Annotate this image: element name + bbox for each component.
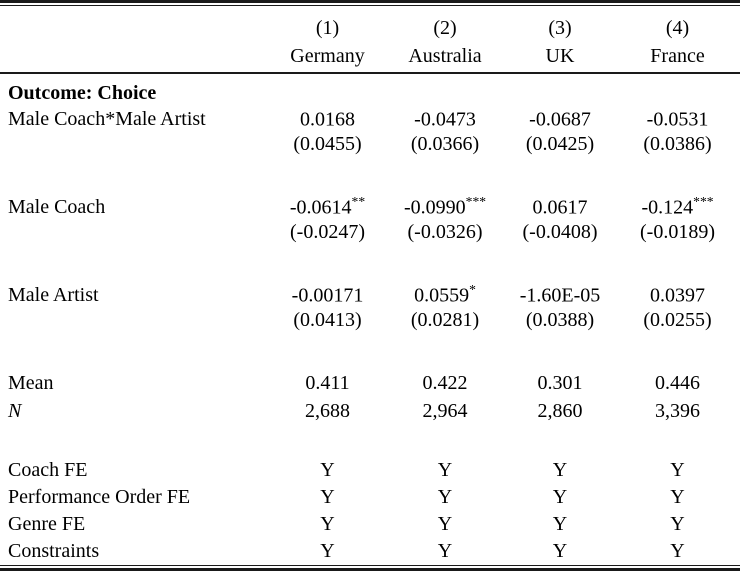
std-error-cell: (0.0366): [410, 133, 480, 155]
spacer-row: [0, 161, 740, 193]
statistic-cell: 2,688: [305, 399, 350, 422]
estimate-cell: -0.0531: [646, 108, 709, 131]
std-error-cell: (0.0255): [643, 309, 712, 331]
statistic-row: N 2,688 2,964 2,860 3,396: [0, 397, 740, 425]
estimate-cell: -0.124***: [641, 193, 714, 219]
header-countries-row: Germany Australia UK France: [0, 40, 740, 74]
std-error-cell: (0.0388): [525, 309, 595, 331]
row-label: Mean: [8, 371, 54, 394]
fixed-effect-row: Genre FE Y Y Y Y: [0, 511, 740, 538]
std-error-row: (0.0455) (0.0366) (0.0425) (0.0386): [0, 133, 740, 161]
fe-cell: Y: [552, 486, 568, 508]
header-numbers-row: (1) (2) (3) (4): [0, 6, 740, 40]
std-error-cell: (-0.0247): [290, 221, 365, 243]
fe-cell: Y: [320, 459, 335, 481]
std-error-cell: (0.0386): [643, 133, 712, 155]
header-empty-cell: [0, 6, 270, 40]
results-table: (1) (2) (3) (4) Germany Australia UK Fra…: [0, 6, 740, 565]
estimate-cell: 0.0168: [300, 108, 355, 131]
std-error-cell: (0.0455): [293, 133, 362, 155]
std-error-cell: (-0.0189): [640, 221, 715, 243]
section-title-row: Outcome: Choice: [0, 73, 740, 105]
column-number: (3): [548, 17, 572, 39]
section-title: Outcome: Choice: [8, 82, 157, 104]
bottom-rule: [0, 565, 740, 571]
row-label: Male Coach: [8, 195, 106, 218]
fe-cell: Y: [670, 513, 685, 535]
fixed-effect-row: Constraints Y Y Y Y: [0, 538, 740, 565]
std-error-cell: (0.0425): [525, 133, 595, 155]
header-empty-cell: [0, 40, 270, 74]
significance-stars: ***: [693, 193, 714, 209]
estimate-cell: 0.0397: [650, 284, 705, 307]
estimate-cell: 0.0617: [532, 196, 588, 219]
statistic-cell: 0.301: [537, 371, 583, 394]
significance-stars: *: [469, 281, 476, 297]
estimate-cell: -0.0990***: [403, 193, 487, 219]
significance-stars: ***: [465, 193, 487, 209]
row-label: Coach FE: [8, 459, 88, 481]
estimate-cell: -0.00171: [291, 284, 364, 307]
statistic-cell: 2,860: [537, 399, 583, 422]
std-error-row: (-0.0247) (-0.0326) (-0.0408) (-0.0189): [0, 221, 740, 249]
column-number: (1): [315, 17, 340, 39]
row-label: N: [8, 399, 22, 422]
estimate-cell: -0.0473: [414, 108, 476, 131]
std-error-cell: (-0.0408): [522, 221, 598, 243]
fe-cell: Y: [437, 486, 453, 508]
row-label: Constraints: [8, 540, 100, 562]
row-label: Performance Order FE: [8, 486, 191, 508]
fe-cell: Y: [437, 459, 453, 481]
fe-cell: Y: [552, 540, 568, 562]
spacer-row: [0, 337, 740, 369]
fe-cell: Y: [320, 513, 335, 535]
coefficient-row: Male Artist -0.00171 0.0559* -1.60E-05 0…: [0, 281, 740, 309]
row-label: Genre FE: [8, 513, 86, 535]
row-label: Male Artist: [8, 283, 99, 306]
fe-cell: Y: [552, 513, 568, 535]
fe-cell: Y: [437, 513, 453, 535]
spacer-row: [0, 425, 740, 457]
top-rule: [0, 0, 740, 6]
column-country: France: [615, 40, 740, 74]
significance-stars: **: [351, 193, 366, 209]
column-number: (2): [433, 17, 457, 39]
spacer-row: [0, 249, 740, 281]
column-country: UK: [505, 40, 615, 74]
statistic-cell: 0.411: [305, 371, 350, 394]
coefficient-row: Male Coach -0.0614** -0.0990*** 0.0617 -…: [0, 193, 740, 221]
std-error-row: (0.0413) (0.0281) (0.0388) (0.0255): [0, 309, 740, 337]
estimate-cell: 0.0559*: [414, 281, 476, 307]
statistic-cell: 0.446: [655, 371, 700, 394]
fixed-effect-row: Performance Order FE Y Y Y Y: [0, 484, 740, 511]
estimate-cell: -0.0687: [529, 108, 591, 131]
std-error-cell: (0.0413): [293, 309, 362, 331]
fixed-effect-row: Coach FE Y Y Y Y: [0, 457, 740, 484]
statistic-cell: 3,396: [655, 399, 700, 422]
fe-cell: Y: [320, 486, 335, 508]
std-error-cell: (0.0281): [410, 309, 480, 331]
column-country: Germany: [270, 40, 385, 74]
column-number: (4): [665, 17, 690, 39]
fe-cell: Y: [670, 459, 685, 481]
fe-cell: Y: [552, 459, 568, 481]
estimate-cell: -1.60E-05: [519, 284, 601, 307]
fe-cell: Y: [670, 540, 685, 562]
row-label: Male Coach*Male Artist: [8, 107, 206, 130]
statistic-row: Mean 0.411 0.422 0.301 0.446: [0, 369, 740, 397]
statistic-cell: 2,964: [422, 399, 468, 422]
column-country: Australia: [385, 40, 505, 74]
statistic-cell: 0.422: [422, 371, 468, 394]
estimate-cell: -0.0614**: [289, 193, 366, 219]
fe-cell: Y: [670, 486, 685, 508]
coefficient-row: Male Coach*Male Artist 0.0168 -0.0473 -0…: [0, 105, 740, 133]
fe-cell: Y: [320, 540, 335, 562]
fe-cell: Y: [437, 540, 453, 562]
std-error-cell: (-0.0326): [407, 221, 483, 243]
